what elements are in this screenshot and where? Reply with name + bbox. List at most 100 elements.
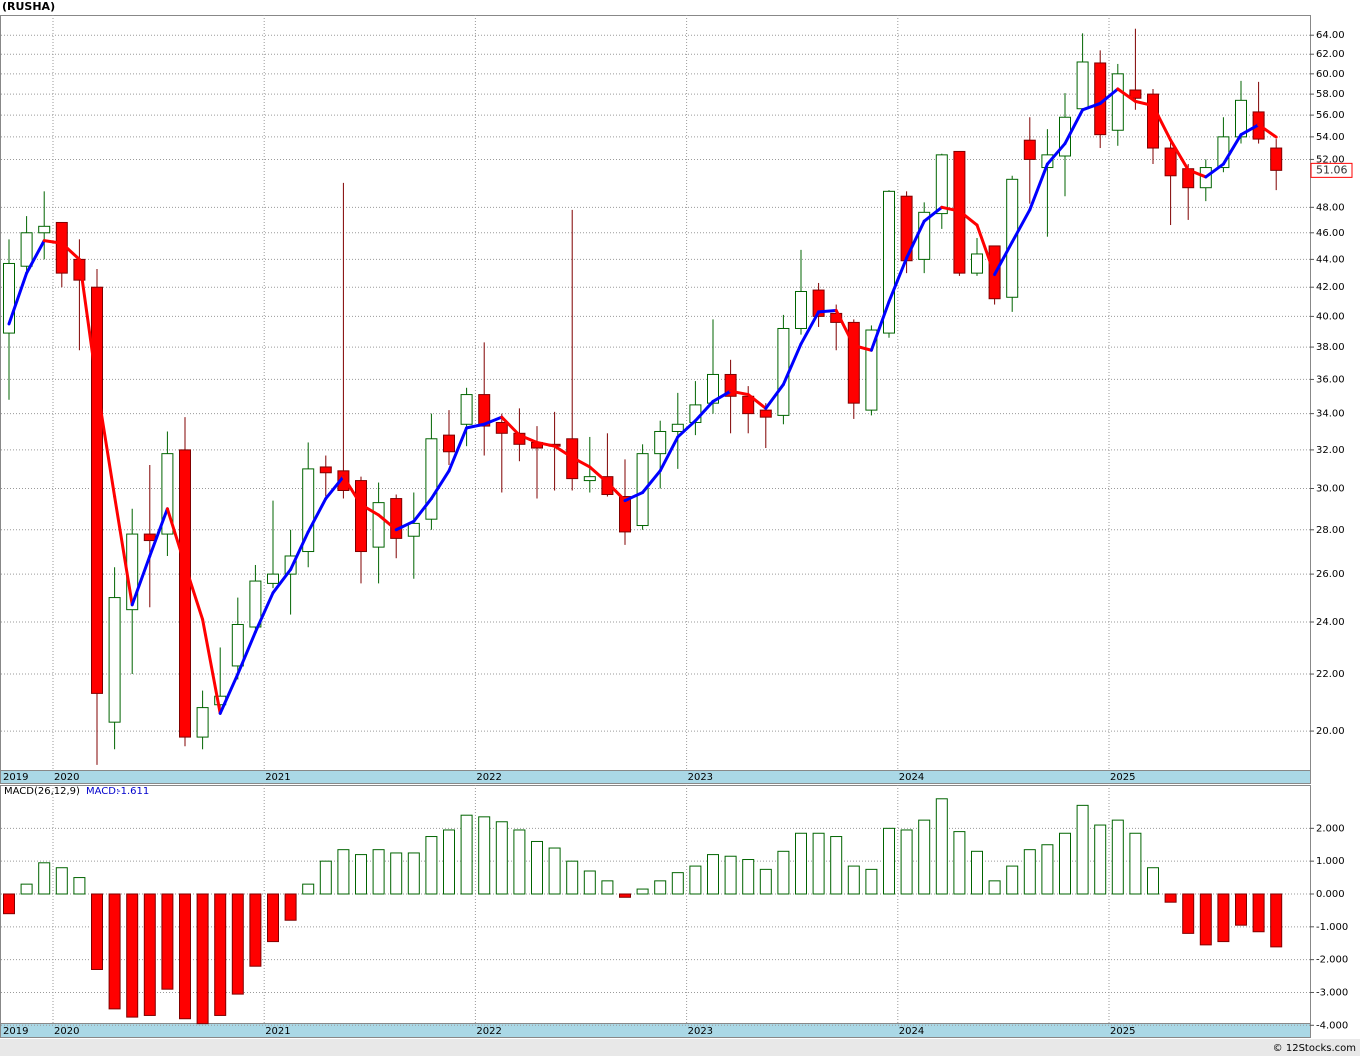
candle-body bbox=[460, 394, 473, 425]
x-tick-label: 2024 bbox=[899, 772, 924, 783]
macd-bar bbox=[953, 831, 966, 895]
x-tick-label: 2022 bbox=[476, 772, 501, 783]
y-tick-label: 32.00 bbox=[1316, 445, 1345, 456]
ma-line-segment bbox=[1221, 133, 1243, 166]
candle-body bbox=[108, 597, 121, 723]
ma-line-segment bbox=[658, 435, 680, 473]
ma-line-segment bbox=[253, 591, 275, 634]
y-tick-label: 62.00 bbox=[1316, 49, 1345, 60]
ma-line-segment bbox=[412, 497, 433, 523]
ma-line-segment bbox=[341, 475, 363, 507]
ma-line-segment bbox=[1028, 162, 1049, 212]
price-tag-label: 51.06 bbox=[1316, 163, 1348, 176]
candle-body bbox=[284, 555, 297, 575]
macd-bar bbox=[73, 877, 86, 895]
macd-bar bbox=[548, 847, 561, 895]
x-tick-label: 2022 bbox=[476, 1026, 501, 1037]
macd-bar bbox=[143, 893, 156, 1016]
candle-body bbox=[847, 321, 860, 404]
candle-body bbox=[619, 496, 631, 533]
x-tick-label: 2021 bbox=[265, 1026, 290, 1037]
candle-body bbox=[407, 522, 420, 537]
footer: © 12Stocks.com bbox=[1273, 1043, 1356, 1054]
ma-line-segment bbox=[236, 630, 257, 676]
candle-body bbox=[38, 225, 51, 234]
y-tick-label: 58.00 bbox=[1316, 89, 1345, 100]
macd-bar bbox=[971, 850, 983, 895]
y-tick-label: 26.00 bbox=[1316, 569, 1345, 580]
macd-bar bbox=[795, 832, 807, 895]
y-tick-label: -2.000 bbox=[1316, 955, 1348, 966]
macd-bar bbox=[478, 816, 491, 895]
ma-line-segment bbox=[500, 415, 521, 437]
macd-bar bbox=[636, 888, 649, 895]
ma-line-segment bbox=[535, 440, 557, 448]
ma-line-segment bbox=[359, 503, 381, 517]
macd-bar bbox=[1041, 844, 1054, 895]
candle-body bbox=[355, 480, 367, 553]
ma-line-segment bbox=[852, 344, 873, 352]
y-tick-label: 40.00 bbox=[1316, 311, 1345, 322]
y-tick-label: 36.00 bbox=[1316, 374, 1345, 385]
candle-body bbox=[161, 453, 174, 535]
macd-bar bbox=[830, 836, 843, 895]
macd-bar bbox=[742, 859, 755, 895]
ma-line-segment bbox=[447, 426, 469, 473]
ma-line-segment bbox=[570, 455, 592, 469]
macd-bar bbox=[583, 870, 596, 895]
macd-bar bbox=[935, 798, 948, 895]
price-tag bbox=[1310, 162, 1353, 178]
candle-body bbox=[372, 502, 385, 548]
macd-bar bbox=[214, 893, 227, 1016]
candle-body bbox=[143, 533, 156, 542]
macd-bar bbox=[918, 819, 931, 895]
y-tick-label: -3.000 bbox=[1316, 987, 1348, 998]
y-tick-label: 48.00 bbox=[1316, 202, 1345, 213]
macd-bar bbox=[319, 860, 332, 895]
macd-bar bbox=[425, 836, 438, 895]
ma-line-segment bbox=[764, 382, 785, 410]
macd-bar bbox=[847, 865, 860, 895]
macd-bar bbox=[671, 872, 684, 895]
ma-line-segment bbox=[1133, 99, 1155, 108]
y-tick-label: 20.00 bbox=[1316, 726, 1345, 737]
macd-bar bbox=[654, 880, 667, 895]
macd-bar bbox=[1270, 893, 1283, 948]
y-tick-label: 52.00 bbox=[1316, 154, 1345, 165]
x-tick-label: 2019 bbox=[3, 772, 28, 783]
candle-body bbox=[390, 498, 403, 539]
candle-body bbox=[443, 434, 455, 453]
x-tick-label: 2020 bbox=[54, 1026, 79, 1037]
candle-body bbox=[724, 373, 737, 397]
candle-body bbox=[1270, 147, 1283, 171]
ma-line-segment bbox=[588, 465, 609, 485]
ma-line-segment bbox=[817, 308, 838, 314]
macd-bar bbox=[566, 860, 579, 895]
ma-line-segment bbox=[1045, 142, 1067, 166]
candle-body bbox=[1076, 61, 1089, 110]
ma-line-segment bbox=[1186, 168, 1208, 179]
ma-line-segment bbox=[676, 419, 697, 439]
candle-body bbox=[1023, 139, 1036, 160]
macd-bar bbox=[108, 893, 121, 1010]
ma-line-segment bbox=[746, 393, 768, 410]
ma-line-segment bbox=[1239, 123, 1261, 137]
footer-band bbox=[0, 1039, 1360, 1056]
indicator-title: MACD(26,12,9) bbox=[4, 786, 80, 797]
candle-body bbox=[337, 470, 350, 491]
candle-body bbox=[971, 253, 983, 274]
candle-body bbox=[267, 573, 279, 584]
macd-bar bbox=[707, 854, 719, 895]
x-tick-label: 2020 bbox=[54, 772, 79, 783]
ma-line-segment bbox=[799, 310, 821, 346]
y-tick-label: -1.000 bbox=[1316, 922, 1348, 933]
x-tick-label: 2025 bbox=[1110, 772, 1135, 783]
ma-line-segment bbox=[1098, 87, 1120, 105]
candle-body bbox=[3, 262, 15, 334]
ma-line-segment bbox=[429, 469, 451, 501]
y-tick-label: 24.00 bbox=[1316, 617, 1345, 628]
ma-line-segment bbox=[1204, 162, 1225, 179]
ma-line-segment bbox=[148, 507, 169, 558]
macd-bar bbox=[55, 867, 68, 895]
ma-line-segment bbox=[1169, 138, 1190, 172]
